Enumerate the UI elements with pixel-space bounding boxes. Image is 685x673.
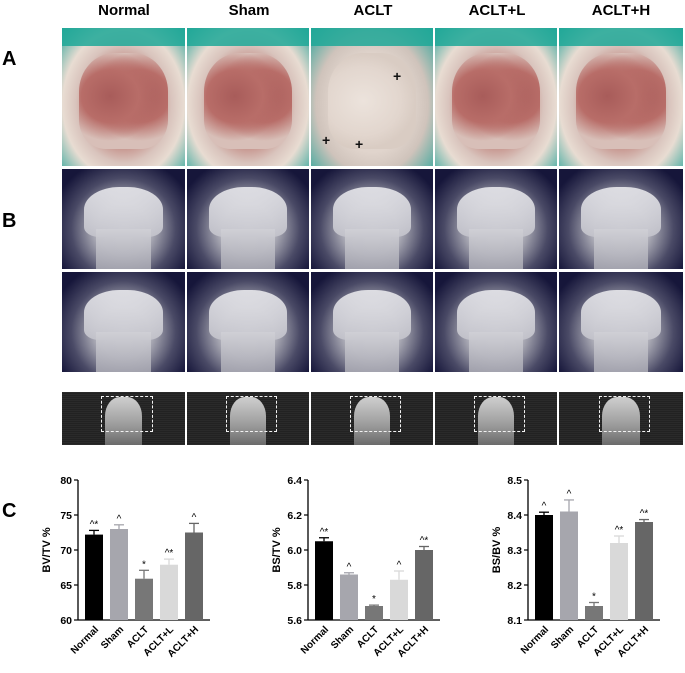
x-tick-label: Normal — [69, 624, 101, 656]
roi-box — [598, 396, 651, 433]
bar-sham — [340, 574, 358, 620]
significance-label: * — [372, 594, 376, 605]
bar-normal — [85, 534, 103, 620]
x-tick-label: Sham — [329, 624, 356, 651]
photo-aclt-h — [559, 28, 683, 166]
y-tick-label: 75 — [60, 510, 72, 522]
bar-aclt — [365, 606, 383, 620]
significance-label: ^* — [90, 519, 99, 530]
microct-top-aclt-l — [435, 272, 557, 372]
y-tick-label: 5.8 — [287, 580, 302, 592]
photo-aclt-l — [435, 28, 557, 166]
bar-aclt-h — [635, 522, 653, 620]
xray-section-normal — [62, 392, 185, 445]
significance-label: ^* — [420, 536, 429, 547]
chart-bs-tv: BS/TV %5.65.86.06.26.4^*Normal^Sham*ACLT… — [271, 475, 440, 660]
microct-top-normal — [62, 272, 185, 372]
y-axis-label: BS/TV % — [271, 527, 283, 572]
bar-aclt-l — [160, 564, 178, 620]
bar-normal — [535, 515, 553, 620]
y-tick-label: 6.0 — [287, 545, 302, 557]
significance-label: ^* — [320, 527, 329, 538]
bar-aclt — [135, 578, 153, 620]
panel-label-a: A — [2, 48, 17, 70]
significance-label: ^ — [567, 489, 572, 500]
x-tick-label: Sham — [549, 624, 576, 651]
bar-sham — [560, 511, 578, 620]
microct-front-sham — [187, 169, 309, 269]
y-tick-label: 65 — [60, 580, 72, 592]
lesion-marker: + — [355, 136, 364, 152]
bar-aclt-l — [390, 579, 408, 620]
bar-aclt-h — [415, 550, 433, 620]
y-tick-label: 80 — [60, 475, 72, 487]
photo-sham — [187, 28, 309, 166]
panel-label-b: B — [2, 210, 17, 232]
microct-front-aclt-l — [435, 169, 557, 269]
microct-top-aclt-h — [559, 272, 683, 372]
xray-section-sham — [187, 392, 309, 445]
y-axis-label: BS/BV % — [491, 527, 503, 574]
roi-box — [474, 396, 525, 433]
microct-top-aclt — [311, 272, 433, 372]
y-tick-label: 70 — [60, 545, 72, 557]
x-tick-label: Normal — [299, 624, 331, 656]
significance-label: ^ — [397, 560, 402, 571]
x-tick-label: Sham — [99, 624, 126, 651]
xray-section-aclt-l — [435, 392, 557, 445]
bar-aclt-l — [610, 543, 628, 620]
significance-label: ^ — [117, 514, 122, 525]
roi-box — [226, 396, 277, 433]
y-tick-label: 8.1 — [507, 615, 522, 627]
xray-section-aclt-h — [559, 392, 683, 445]
column-header-sham: Sham — [228, 2, 270, 19]
significance-label: * — [142, 559, 146, 570]
y-tick-label: 5.6 — [287, 615, 302, 627]
column-header-aclt: ACLT — [353, 2, 393, 19]
y-tick-label: 6.2 — [287, 510, 302, 522]
y-tick-label: 60 — [60, 615, 72, 627]
bar-aclt — [585, 606, 603, 620]
roi-box — [350, 396, 401, 433]
y-tick-label: 8.5 — [507, 475, 522, 487]
photo-normal — [62, 28, 185, 166]
microct-front-normal — [62, 169, 185, 269]
significance-label: ^* — [640, 509, 649, 520]
y-tick-label: 8.2 — [507, 580, 522, 592]
chart-bv-tv: BV/TV %6065707580^*Normal^Sham*ACLT^*ACL… — [41, 475, 210, 660]
significance-label: ^* — [165, 548, 174, 559]
panel-label-c: C — [2, 500, 17, 522]
microct-front-aclt-h — [559, 169, 683, 269]
bar-sham — [110, 529, 128, 620]
chart-bs-bv: BS/BV %8.18.28.38.48.5^Normal^Sham*ACLT^… — [491, 475, 660, 660]
y-axis-label: BV/TV % — [41, 527, 53, 572]
lesion-marker: + — [393, 68, 402, 84]
bar-aclt-h — [185, 532, 203, 620]
bar-normal — [315, 541, 333, 620]
column-header-aclt-h: ACLT+H — [591, 2, 651, 19]
significance-label: ^* — [615, 525, 624, 536]
lesion-marker: + — [322, 132, 331, 148]
significance-label: ^ — [347, 562, 352, 573]
photo-aclt: + + + — [311, 28, 433, 166]
y-tick-label: 6.4 — [287, 475, 302, 487]
microct-front-aclt — [311, 169, 433, 269]
x-tick-label: Normal — [519, 624, 551, 656]
column-header-aclt-l: ACLT+L — [468, 2, 526, 19]
roi-box — [101, 396, 153, 433]
y-tick-label: 8.4 — [507, 510, 522, 522]
microct-top-sham — [187, 272, 309, 372]
xray-section-aclt — [311, 392, 433, 445]
significance-label: ^ — [542, 501, 547, 512]
significance-label: * — [592, 592, 596, 603]
column-header-normal: Normal — [98, 2, 150, 19]
significance-label: ^ — [192, 512, 197, 523]
y-tick-label: 8.3 — [507, 545, 522, 557]
